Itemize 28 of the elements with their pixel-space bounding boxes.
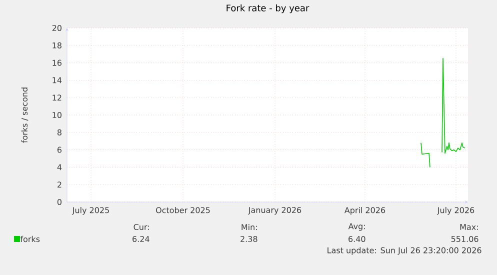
text: Last update: Sun Jul 26 23:20:00 2026: [328, 247, 482, 255]
x-tick-label: July 2026: [436, 206, 474, 215]
y-tick-label: 12: [52, 94, 62, 101]
text: 6.40: [348, 236, 366, 242]
text: Cur:: [134, 224, 149, 230]
x-tick-label: April 2026: [344, 206, 386, 215]
y-tick-label: 8: [57, 129, 62, 136]
x-tick-label: July 2025: [72, 206, 109, 215]
x-tick-label: October 2025: [156, 206, 210, 214]
y-tick-label: 0: [57, 198, 62, 206]
y-tick-label: 16: [52, 60, 62, 66]
y-tick-label: 20: [52, 24, 62, 32]
text: Max:: [460, 224, 478, 230]
y-tick-label: 14: [52, 77, 62, 84]
chart-title: Fork rate - by year: [226, 4, 310, 14]
y-tick-label: 18: [52, 42, 62, 48]
legend-label: forks: [20, 236, 40, 242]
text: 551.06: [451, 236, 478, 242]
text: 6.24: [132, 236, 150, 242]
y-tick-label: 6: [57, 146, 62, 153]
y-axis-title: forks / second: [21, 88, 28, 143]
text: Avg:: [348, 223, 365, 231]
x-tick-label: January 2026: [248, 206, 302, 215]
y-tick-label: 10: [52, 112, 62, 118]
text: Min:: [242, 224, 257, 230]
y-tick-label: 4: [57, 164, 62, 170]
text: 2.38: [240, 236, 258, 242]
y-tick-label: 2: [58, 182, 62, 188]
